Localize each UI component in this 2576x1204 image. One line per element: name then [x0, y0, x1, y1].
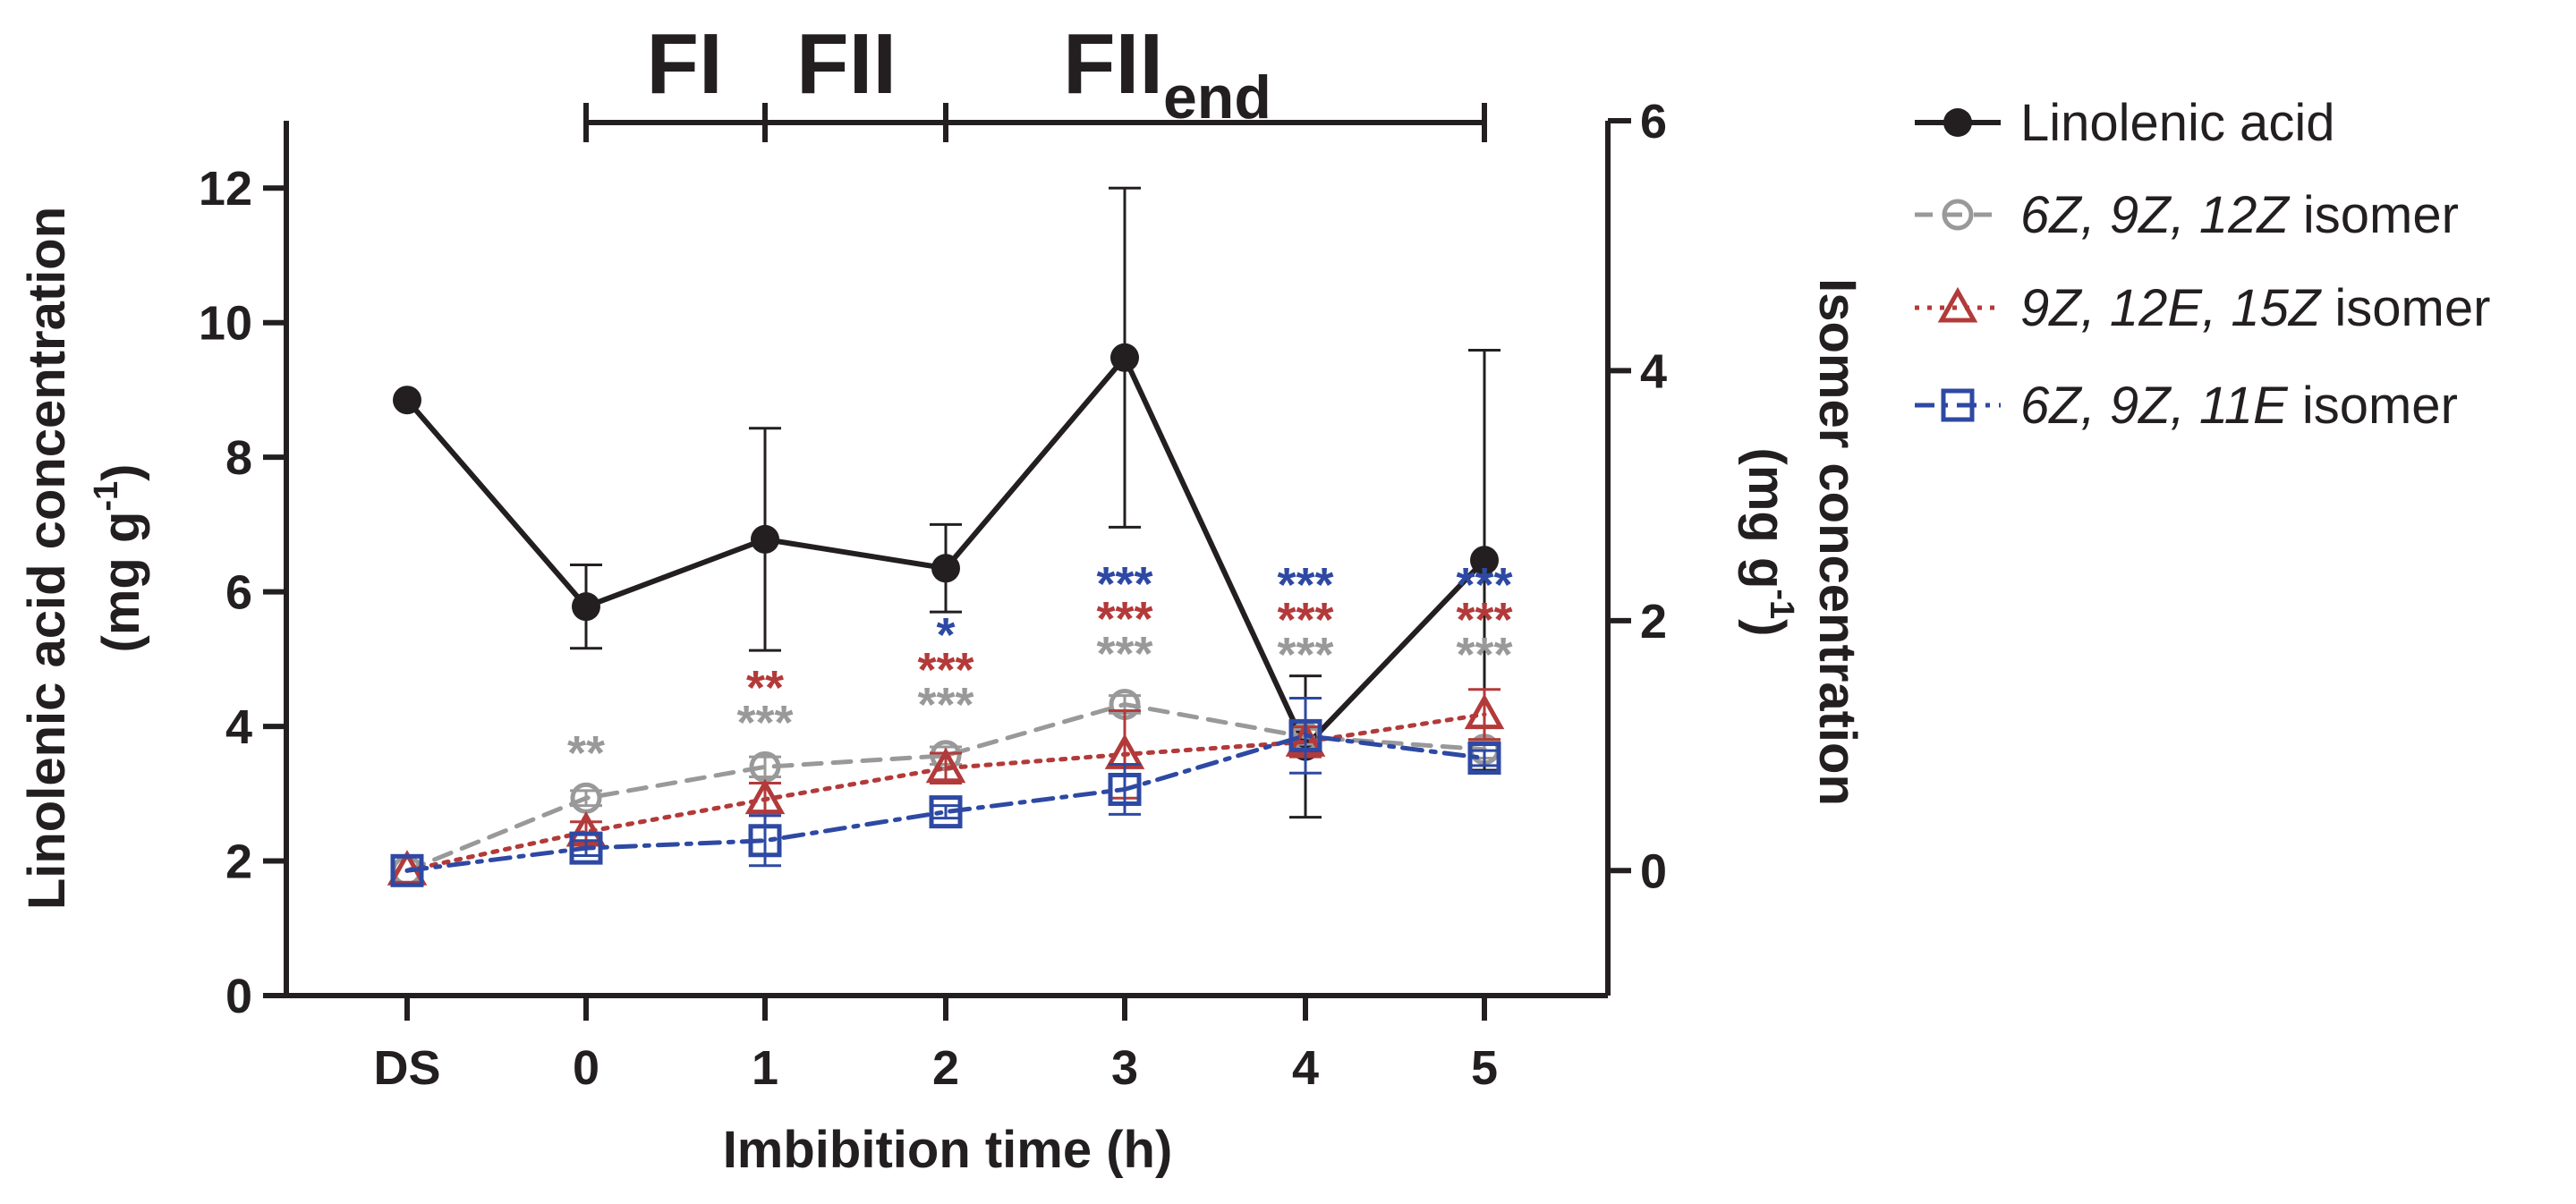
legend-marker: [1942, 199, 1974, 231]
significance-label: ***: [1277, 628, 1333, 682]
data-point: [929, 795, 963, 829]
significance-label: **: [567, 726, 605, 780]
unit-text: (mg g: [92, 512, 150, 653]
phase-label-subscript: end: [1163, 64, 1271, 131]
significance-label: *: [936, 608, 955, 662]
y-left-axis-title: Linolenic acid concentration: [18, 207, 76, 910]
unit-superscript: -1: [88, 481, 125, 512]
y-right-axis-title: Isomer concentration: [1808, 278, 1866, 806]
unit-close: ): [1738, 619, 1796, 636]
x-tick-label: 1: [752, 1041, 778, 1095]
y-right-axis-unit: (mg g-1): [1738, 448, 1800, 637]
phase-label-main: FII: [796, 16, 897, 112]
unit-text: (mg g: [1738, 448, 1796, 589]
y-left-tick-label: 12: [199, 162, 252, 216]
legend-label-italic: 9Z, 12E, 15Z: [2020, 279, 2323, 337]
significance-label: ***: [1096, 557, 1152, 611]
legend-entry-3: 9Z, 12E, 15Z isomer: [1915, 279, 2490, 337]
y-left-tick-label: 2: [225, 835, 252, 889]
y-left-tick-label: 4: [225, 700, 252, 754]
y-right-tick-label: 6: [1640, 95, 1667, 148]
data-point: [1467, 742, 1501, 776]
y-right-tick-label: 0: [1640, 844, 1667, 898]
y-left-axis-unit: (mg g-1): [88, 464, 150, 653]
significance-label: ***: [1096, 592, 1152, 646]
significance-label: ***: [917, 643, 973, 697]
data-point: [393, 386, 421, 415]
plot-area: ******* ******* **************************…: [387, 186, 1513, 887]
significance-label: ***: [1456, 593, 1512, 647]
phase-bar: FI FII FIIend: [583, 16, 1487, 142]
legend-entry-4: 6Z, 9Z, 11E isomer: [1915, 377, 2458, 435]
y-left-tick-label: 8: [225, 431, 252, 485]
legend-label: 6Z, 9Z, 11E isomer: [2020, 377, 2458, 435]
significance-label: ***: [1277, 593, 1333, 647]
legend-entry-2: 6Z, 9Z, 12Z isomer: [1915, 186, 2459, 244]
data-point: [390, 853, 424, 887]
phase-label-main: FI: [646, 16, 722, 112]
series-4: [390, 696, 1501, 887]
legend-entry-1: Linolenic acid: [1915, 94, 2334, 152]
legend-marker: [1943, 108, 1972, 137]
legend-label-plain: isomer: [2289, 186, 2459, 244]
legend-label: Linolenic acid: [2020, 94, 2334, 152]
data-point: [1288, 718, 1322, 752]
phase-label: FIIend: [1063, 16, 1271, 131]
x-tick-label: 0: [573, 1041, 599, 1095]
data-point: [572, 592, 600, 622]
legend-label-plain: isomer: [2288, 377, 2458, 435]
significance-label: ***: [1096, 627, 1152, 681]
y-right-tick-label: 4: [1640, 344, 1667, 398]
legend-label-plain: isomer: [2320, 279, 2490, 337]
phase-label: FII: [796, 16, 897, 112]
legend-label: 6Z, 9Z, 12Z isomer: [2020, 186, 2459, 244]
significance-label: ***: [1456, 628, 1512, 682]
significance-label: ***: [917, 678, 973, 732]
significance-label: ***: [736, 696, 793, 750]
data-point: [925, 747, 966, 784]
significance-label: ***: [1456, 558, 1512, 612]
legend-marker: [1941, 388, 1975, 422]
legend-marker: [1937, 286, 1978, 323]
y-right-tick-label: 2: [1640, 595, 1667, 649]
y-left-tick-label: 6: [225, 566, 252, 620]
unit-superscript: -1: [1763, 589, 1800, 619]
data-point: [931, 554, 960, 583]
y-left-tick-label: 0: [225, 970, 252, 1023]
data-point: [744, 778, 786, 815]
data-point: [1464, 693, 1505, 730]
legend-label: 9Z, 12E, 15Z isomer: [2020, 279, 2490, 337]
phase-label-main: FII: [1063, 16, 1163, 112]
data-point: [1108, 772, 1142, 806]
legend-label-italic: 6Z, 9Z, 11E: [2020, 377, 2289, 435]
significance-label: ***: [1277, 558, 1333, 612]
significance-label: **: [746, 661, 784, 715]
x-axis-title: Imbibition time (h): [723, 1121, 1173, 1179]
legend-label-italic: 6Z, 9Z, 12Z: [2020, 186, 2291, 244]
y-left-tick-label: 10: [199, 297, 252, 351]
x-tick-label: DS: [373, 1041, 440, 1095]
x-tick-label: 2: [932, 1041, 959, 1095]
data-point: [1470, 546, 1499, 575]
unit-close: ): [92, 464, 150, 481]
x-tick-label: 4: [1292, 1041, 1319, 1095]
data-point: [748, 824, 782, 858]
x-tick-label: 5: [1471, 1041, 1498, 1095]
phase-label: FI: [646, 16, 722, 112]
data-point: [751, 524, 779, 554]
x-tick-label: 3: [1111, 1041, 1138, 1095]
data-point: [569, 831, 603, 865]
data-point: [1110, 343, 1139, 372]
